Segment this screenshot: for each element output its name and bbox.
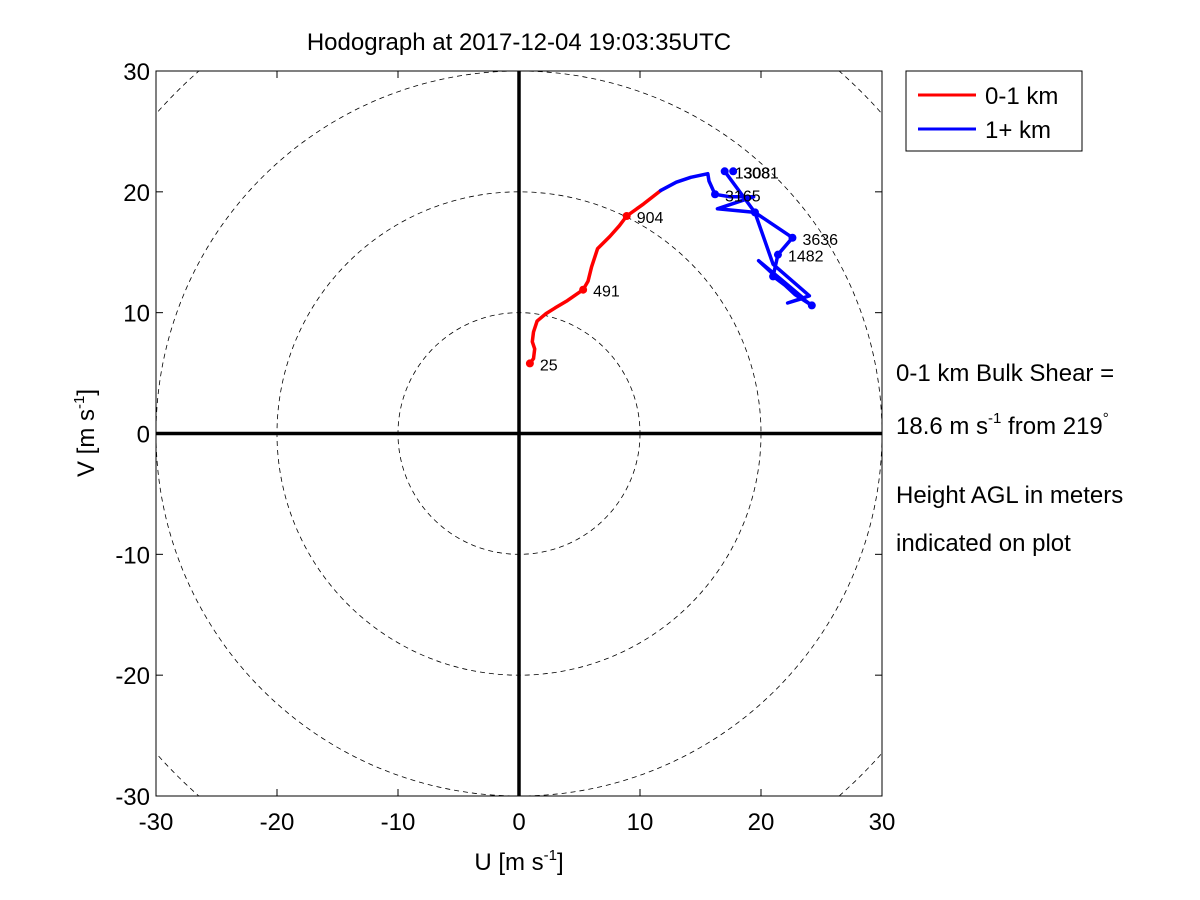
y-axis-label: V [m s-1]	[71, 389, 100, 477]
height-marker	[711, 190, 720, 199]
height-marker	[788, 233, 797, 242]
x-tick-label: 10	[627, 809, 654, 836]
height-marker	[807, 301, 816, 310]
legend-label-0-1-km: 0-1 km	[985, 83, 1058, 110]
height-label-491: 491	[593, 284, 620, 301]
series-line-0-1-km	[528, 188, 663, 366]
y-tick-label: -30	[115, 784, 150, 811]
ticks: -30 -20 -10 0 10 20 30 -30 -20 -10 0 10 20 30	[115, 59, 895, 836]
height-marker	[773, 250, 782, 259]
x-tick-label: 30	[869, 809, 896, 836]
height-marker	[729, 167, 738, 176]
height-label-3081: 3081	[743, 165, 779, 182]
zero-axes	[156, 71, 882, 796]
height-note-line2: indicated on plot	[896, 530, 1071, 557]
bulk-shear-heading: 0-1 km Bulk Shear =	[896, 360, 1115, 387]
y-tick-label: -20	[115, 663, 150, 690]
x-tick-label: -20	[260, 809, 295, 836]
y-tick-label: -10	[115, 542, 150, 569]
height-note-line1: Height AGL in meters	[896, 482, 1124, 509]
x-axis-label: U [m s-1]	[474, 847, 563, 876]
height-label-904: 904	[637, 210, 664, 227]
legend-label-1plus-km: 1+ km	[985, 117, 1051, 144]
height-marker	[579, 285, 588, 294]
height-marker	[525, 359, 534, 368]
height-label-1308: 1308	[735, 165, 771, 182]
x-tick-label: -30	[139, 809, 174, 836]
legend: 0-1 km 1+ km	[905, 70, 1083, 152]
x-tick-label: -10	[381, 809, 416, 836]
height-label-3636: 3636	[802, 232, 838, 249]
height-marker	[622, 212, 631, 220]
y-tick-label: 30	[123, 59, 150, 86]
height-label-25: 25	[540, 357, 558, 374]
height-marker	[769, 272, 778, 281]
height-label-3165: 3165	[725, 188, 761, 205]
legend-box	[905, 70, 1083, 152]
bulk-shear-value: 18.6 m s-1 from 219°	[896, 410, 1109, 440]
x-tick-label: 20	[748, 809, 775, 836]
height-label-1482: 1482	[788, 249, 824, 266]
y-tick-label: 0	[137, 422, 150, 449]
height-marker	[750, 208, 759, 217]
chart-title: Hodograph at 2017-12-04 19:03:35UTC	[307, 29, 731, 56]
y-tick-label: 20	[123, 180, 150, 207]
height-marker	[720, 167, 729, 176]
y-tick-label: 10	[123, 301, 150, 328]
x-tick-label: 0	[512, 809, 525, 836]
